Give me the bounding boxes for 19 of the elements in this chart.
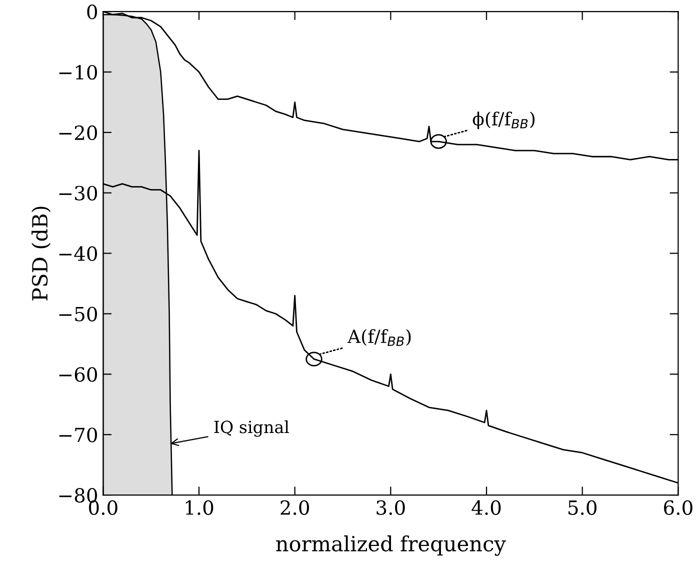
- annotation: ϕ(f/f$_{BB}$): [472, 112, 535, 130]
- y-tick-label: −10: [59, 64, 97, 80]
- x-tick-label: 5.0: [568, 500, 597, 515]
- annotation: A(f/f$_{BB}$): [347, 329, 411, 346]
- x-tick-label: 2.0: [280, 500, 309, 515]
- x-tick-label: 4.0: [472, 500, 501, 515]
- y-tick-label: −50: [59, 306, 97, 322]
- x-tick-label: 3.0: [376, 500, 405, 515]
- x-tick-label: 1.0: [186, 500, 214, 515]
- annotation: IQ signal: [214, 420, 289, 437]
- y-tick-label: −40: [59, 246, 97, 261]
- y-tick-label: 0: [87, 4, 98, 20]
- x-axis-title: normalized frequency: [276, 535, 506, 556]
- y-axis-title: PSD (dB): [32, 206, 51, 300]
- y-tick-label: −20: [59, 125, 97, 140]
- y-tick-label: −60: [59, 367, 97, 382]
- x-tick-label: 6.0: [664, 500, 692, 515]
- y-tick-label: −70: [59, 428, 97, 442]
- y-tick-label: −30: [59, 186, 97, 201]
